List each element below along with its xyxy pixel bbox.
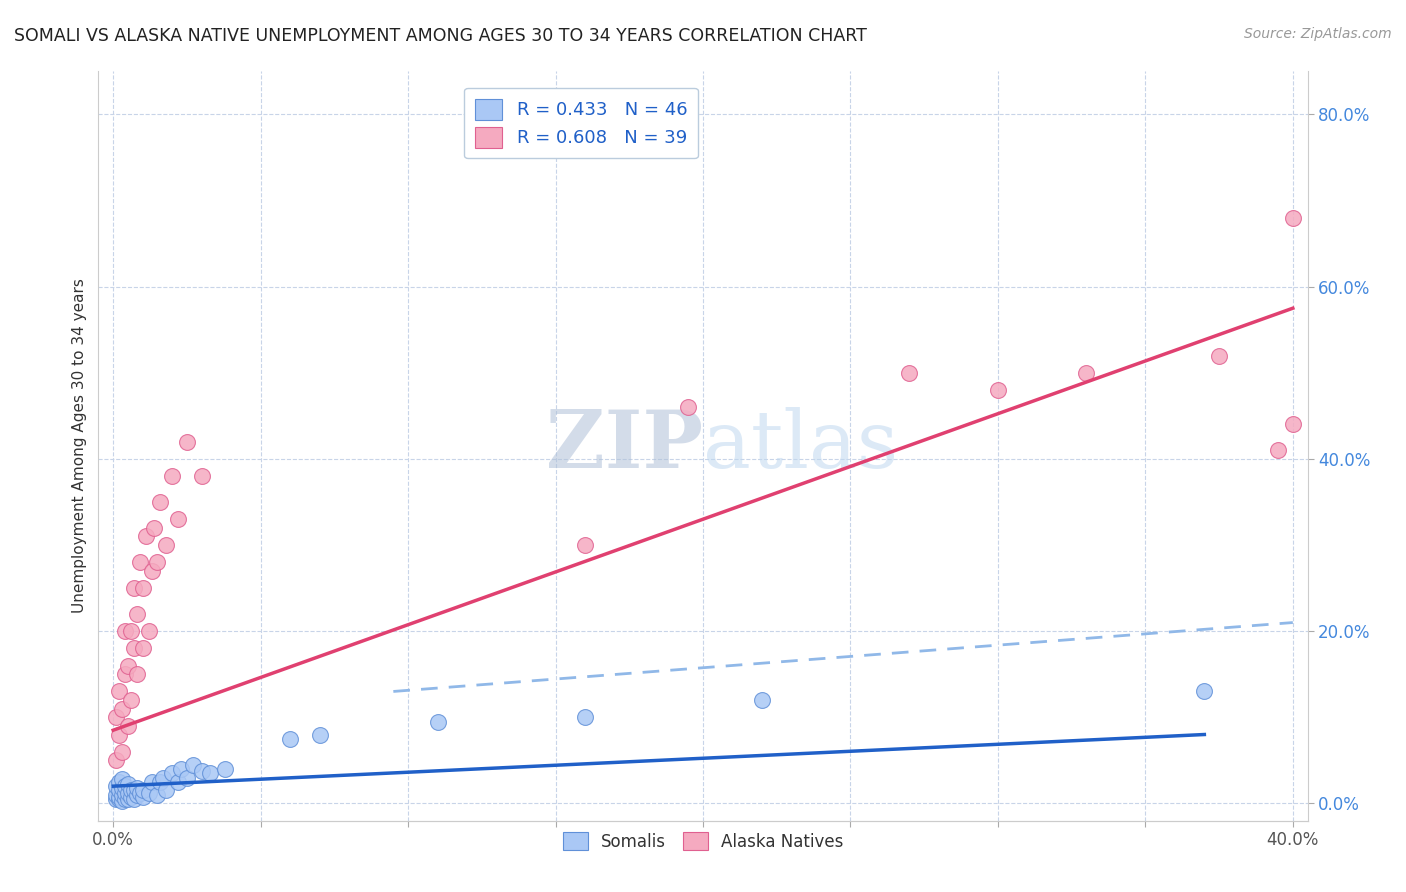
Point [751,693,773,707]
Point [105,753,128,767]
Point [160,766,183,780]
Point [122,581,145,595]
Point [143,521,166,535]
Point [120,783,142,797]
Text: Source: ZipAtlas.com: Source: ZipAtlas.com [1244,27,1392,41]
Point [120,693,142,707]
Text: SOMALI VS ALASKA NATIVE UNEMPLOYMENT AMONG AGES 30 TO 34 YEARS CORRELATION CHART: SOMALI VS ALASKA NATIVE UNEMPLOYMENT AMO… [14,27,868,45]
Point [987,383,1010,397]
Point [122,783,145,797]
Point [141,775,163,789]
Point [111,788,134,802]
Point [125,780,148,795]
Point [117,658,139,673]
Point [131,581,153,595]
Point [108,775,131,789]
Point [114,792,136,806]
Point [117,777,139,791]
Point [122,641,145,656]
Point [1267,443,1289,458]
Point [574,710,596,724]
Point [138,786,160,800]
Point [176,434,198,449]
Point [1208,349,1230,363]
Point [200,766,222,780]
Point [111,772,134,787]
Point [181,757,204,772]
Point [105,779,128,793]
Point [105,788,128,802]
Point [108,684,131,698]
Point [125,788,148,802]
Legend: Somalis, Alaska Natives: Somalis, Alaska Natives [555,826,851,857]
Point [898,366,921,380]
Point [1282,211,1305,225]
Text: atlas: atlas [703,407,898,485]
Point [105,792,128,806]
Point [170,762,193,776]
Point [120,789,142,804]
Point [176,771,198,785]
Point [114,779,136,793]
Point [128,555,150,569]
Point [278,731,301,746]
Point [111,780,134,795]
Point [131,789,153,804]
Point [149,775,172,789]
Point [426,714,449,729]
Point [190,764,212,778]
Point [678,401,700,415]
Point [190,469,212,483]
Point [574,538,596,552]
Text: ZIP: ZIP [546,407,703,485]
Point [128,786,150,800]
Point [108,792,131,806]
Point [214,762,236,776]
Point [146,555,169,569]
Point [146,788,169,802]
Point [117,719,139,733]
Point [111,745,134,759]
Point [111,701,134,715]
Point [155,783,177,797]
Point [135,529,157,543]
Point [167,775,190,789]
Point [114,667,136,681]
Point [125,607,148,621]
Point [125,667,148,681]
Point [114,624,136,639]
Y-axis label: Unemployment Among Ages 30 to 34 years: Unemployment Among Ages 30 to 34 years [72,278,87,614]
Point [108,783,131,797]
Point [114,786,136,800]
Point [152,771,174,785]
Point [120,624,142,639]
Point [117,786,139,800]
Point [138,624,160,639]
Point [160,469,183,483]
Point [167,512,190,526]
Point [131,641,153,656]
Point [1076,366,1098,380]
Point [155,538,177,552]
Point [117,792,139,806]
Point [111,794,134,808]
Point [141,564,163,578]
Point [108,727,131,741]
Point [1282,417,1305,432]
Point [105,710,128,724]
Point [149,495,172,509]
Point [108,789,131,804]
Point [1194,684,1216,698]
Point [131,783,153,797]
Point [308,727,330,741]
Point [122,792,145,806]
